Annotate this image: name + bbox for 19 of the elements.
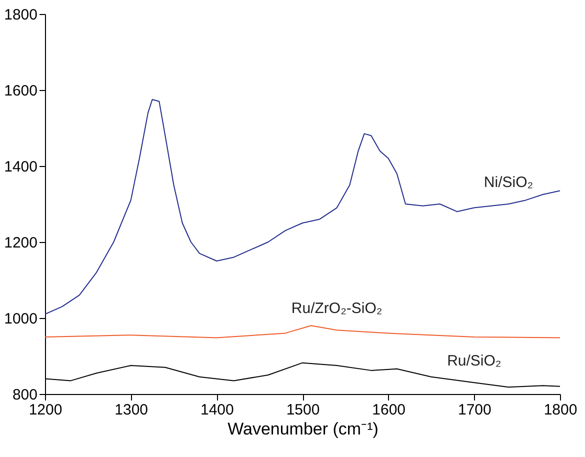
series-label: Ru/SiO₂ — [447, 352, 502, 370]
x-tick-label: 1400 — [200, 402, 234, 418]
y-tick-label: 1200 — [4, 234, 38, 252]
x-tick-label: 1500 — [286, 402, 320, 418]
x-tick-label: 1600 — [372, 402, 406, 418]
y-tick-label: 1600 — [4, 82, 38, 100]
line-series — [45, 99, 560, 315]
x-tick-label: 1200 — [28, 402, 62, 418]
line-series — [45, 325, 560, 338]
y-tick-label: 1400 — [4, 158, 38, 176]
x-tick-label: 1800 — [544, 402, 578, 418]
x-tick-label: 1300 — [114, 402, 148, 418]
y-tick-label: 1000 — [4, 310, 38, 328]
y-tick-label: 800 — [12, 386, 38, 404]
series-label: Ni/SiO₂ — [484, 174, 534, 191]
y-tick-label: 1800 — [4, 6, 38, 24]
x-axis-title: Wavenumber (cm⁻¹) — [228, 420, 378, 438]
x-tick-label: 1700 — [458, 402, 492, 418]
series-label: Ru/ZrO₂-SiO₂ — [291, 300, 382, 318]
